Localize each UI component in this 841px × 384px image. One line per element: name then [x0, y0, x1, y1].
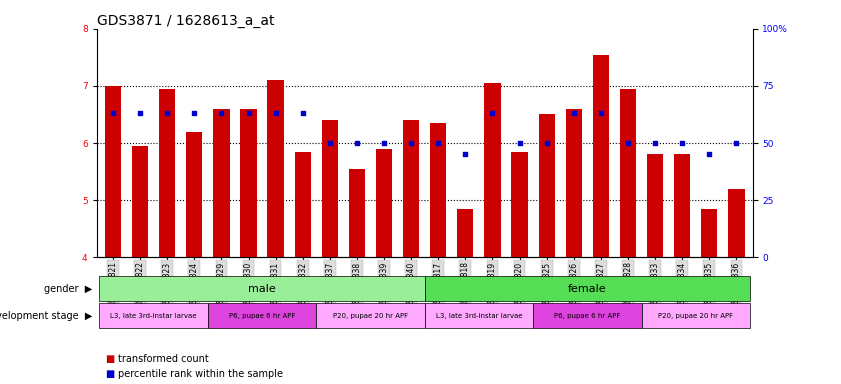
Bar [208, 303, 316, 328]
Point [214, 110, 228, 116]
Text: P6, pupae 6 hr APF: P6, pupae 6 hr APF [229, 313, 295, 319]
Point [241, 110, 255, 116]
Point [269, 110, 283, 116]
Bar [533, 303, 642, 328]
Text: ■: ■ [105, 354, 114, 364]
Text: P6, pupae 6 hr APF: P6, pupae 6 hr APF [554, 313, 621, 319]
Point [540, 140, 553, 146]
Point [621, 140, 635, 146]
Bar [294, 152, 311, 257]
Point [405, 140, 418, 146]
Text: female: female [568, 284, 606, 294]
Text: P20, pupae 20 hr APF: P20, pupae 20 hr APF [659, 313, 733, 319]
Point [730, 140, 743, 146]
Text: gender  ▶: gender ▶ [45, 284, 93, 294]
Bar [593, 55, 609, 257]
Bar [566, 109, 582, 257]
Bar [484, 83, 500, 257]
Text: transformed count: transformed count [118, 354, 209, 364]
Bar [322, 120, 338, 257]
Text: percentile rank within the sample: percentile rank within the sample [118, 369, 283, 379]
Bar [214, 109, 230, 257]
Bar [99, 303, 208, 328]
Bar [642, 303, 750, 328]
Bar [430, 123, 447, 257]
Bar [105, 86, 121, 257]
Text: GDS3871 / 1628613_a_at: GDS3871 / 1628613_a_at [97, 14, 274, 28]
Bar [425, 276, 750, 301]
Bar [349, 169, 365, 257]
Bar [701, 209, 717, 257]
Point [296, 110, 309, 116]
Text: male: male [248, 284, 276, 294]
Bar [674, 154, 690, 257]
Point [431, 140, 445, 146]
Bar [316, 303, 425, 328]
Text: P20, pupae 20 hr APF: P20, pupae 20 hr APF [333, 313, 408, 319]
Bar [159, 89, 175, 257]
Point [513, 140, 526, 146]
Point [106, 110, 119, 116]
Bar [647, 154, 664, 257]
Bar [267, 80, 283, 257]
Bar [376, 149, 392, 257]
Text: L3, late 3rd-instar larvae: L3, late 3rd-instar larvae [436, 313, 522, 319]
Bar [458, 209, 473, 257]
Point [458, 151, 472, 157]
Point [378, 140, 391, 146]
Bar [511, 152, 527, 257]
Point [595, 110, 608, 116]
Point [323, 140, 336, 146]
Point [188, 110, 201, 116]
Point [134, 110, 147, 116]
Bar [728, 189, 744, 257]
Point [567, 110, 580, 116]
Point [675, 140, 689, 146]
Bar [99, 276, 425, 301]
Bar [403, 120, 420, 257]
Text: development stage  ▶: development stage ▶ [0, 311, 93, 321]
Text: L3, late 3rd-instar larvae: L3, late 3rd-instar larvae [110, 313, 197, 319]
Text: ■: ■ [105, 369, 114, 379]
Point [486, 110, 500, 116]
Bar [186, 132, 203, 257]
Point [702, 151, 716, 157]
Point [648, 140, 662, 146]
Point [161, 110, 174, 116]
Bar [132, 146, 148, 257]
Bar [538, 114, 555, 257]
Bar [425, 303, 533, 328]
Point [350, 140, 363, 146]
Bar [241, 109, 257, 257]
Bar [620, 89, 636, 257]
